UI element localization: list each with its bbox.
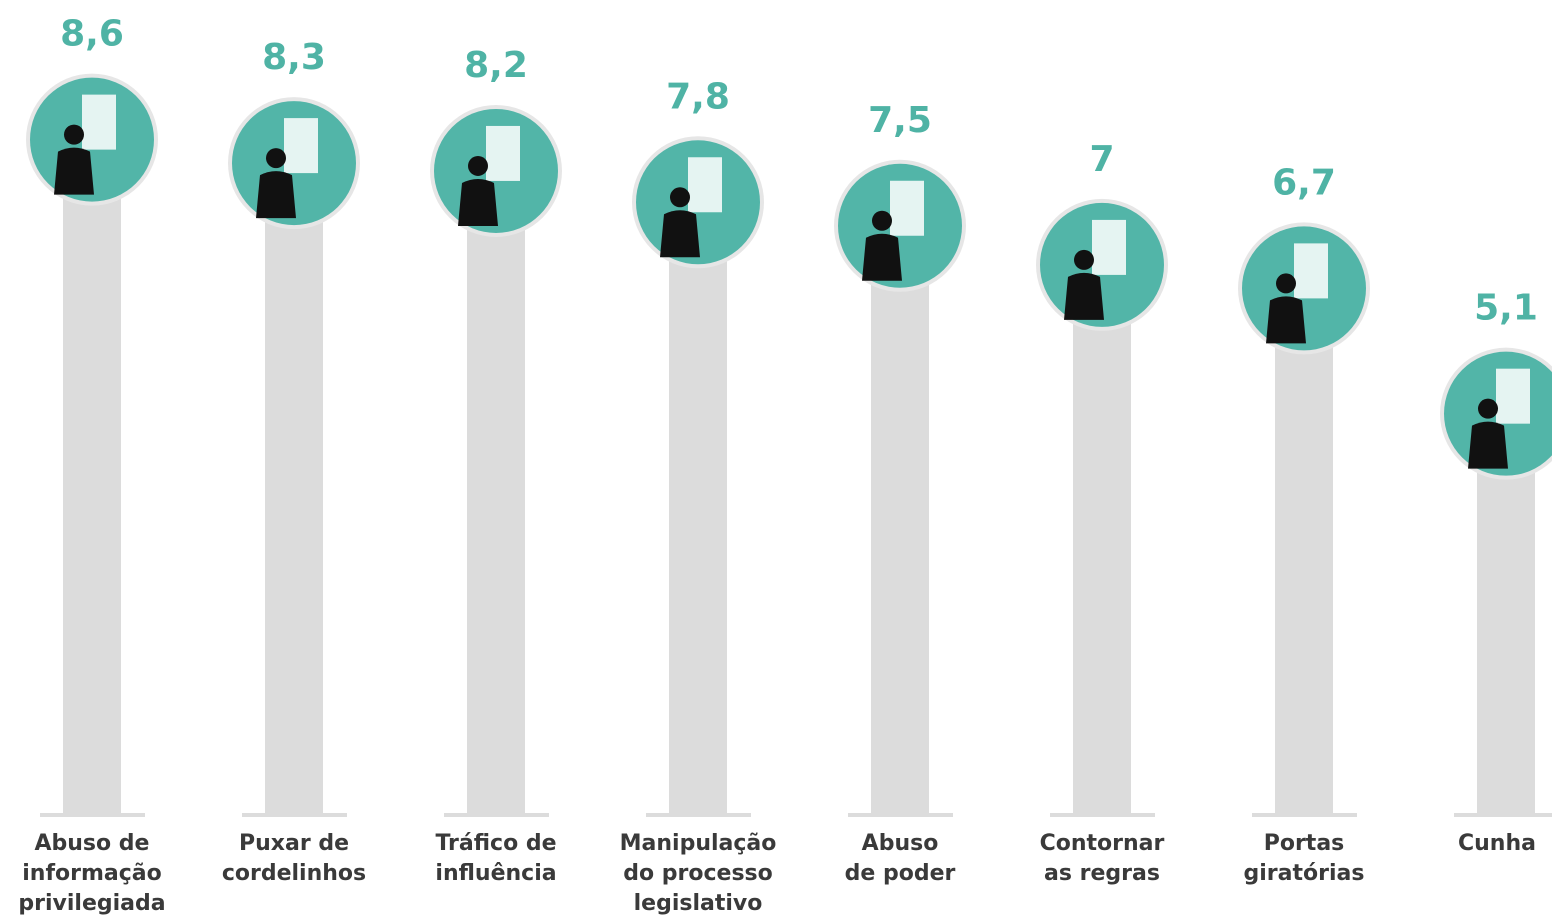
- icon-panel: [82, 95, 116, 150]
- icon-panel: [890, 181, 924, 236]
- page: {"chart_data": {"type": "bar", "categori…: [0, 0, 1552, 917]
- icon-body: [1064, 273, 1104, 320]
- category-label: Portas giratórias: [1204, 829, 1404, 889]
- icon-head: [266, 148, 286, 168]
- value-label: 6,7: [1272, 162, 1336, 203]
- bar: [1275, 288, 1333, 813]
- icon: [1036, 199, 1168, 331]
- icon-body: [1266, 296, 1306, 343]
- value-label: 7,5: [868, 100, 932, 141]
- icon-panel: [486, 126, 520, 181]
- category-label: Contornar as regras: [1002, 829, 1202, 889]
- value-label: 7,8: [666, 76, 730, 117]
- bar: [467, 171, 525, 813]
- icon: [430, 105, 562, 237]
- value-label: 7: [1089, 139, 1114, 180]
- icon-head: [670, 187, 690, 207]
- icon-panel: [688, 157, 722, 212]
- value-label: 8,3: [262, 37, 326, 78]
- icon-body: [54, 148, 94, 195]
- category-label: Tráfico de influência: [396, 829, 596, 889]
- icon-head: [1276, 273, 1296, 293]
- icon-head: [468, 156, 488, 176]
- category-label: Cunha: [1442, 829, 1552, 859]
- icon-body: [862, 234, 902, 281]
- bar: [669, 202, 727, 813]
- icon-panel: [1496, 369, 1530, 424]
- icon-body: [1468, 422, 1508, 469]
- icon-panel: [1092, 220, 1126, 275]
- icon: [1440, 348, 1552, 480]
- icon-panel: [284, 118, 318, 173]
- chart: 8,6 8,3 8,2 7,8 7,5 7 6,7 5,1: [0, 0, 1552, 917]
- icon: [228, 97, 360, 229]
- icon: [834, 160, 966, 292]
- icon-body: [256, 171, 296, 218]
- icon-body: [458, 179, 498, 226]
- bar: [871, 226, 929, 813]
- bar: [265, 163, 323, 813]
- category-label: Puxar de cordelinhos: [194, 829, 394, 889]
- icon-head: [1478, 399, 1498, 419]
- category-label: Manipulação do processo legislativo: [598, 829, 798, 919]
- icon: [632, 136, 764, 268]
- category-label: Abuso de informação privilegiada: [0, 829, 192, 919]
- icon-panel: [1294, 243, 1328, 298]
- icon: [1238, 222, 1370, 354]
- icon-head: [1074, 250, 1094, 270]
- icon-head: [64, 125, 84, 145]
- icon-head: [872, 211, 892, 231]
- bar: [63, 140, 121, 813]
- bar: [1073, 265, 1131, 813]
- value-label: 8,2: [464, 45, 528, 86]
- icon: [26, 74, 158, 206]
- value-label: 8,6: [60, 14, 124, 55]
- icon-body: [660, 210, 700, 257]
- category-label: Abuso de poder: [800, 829, 1000, 889]
- value-label: 5,1: [1474, 288, 1538, 329]
